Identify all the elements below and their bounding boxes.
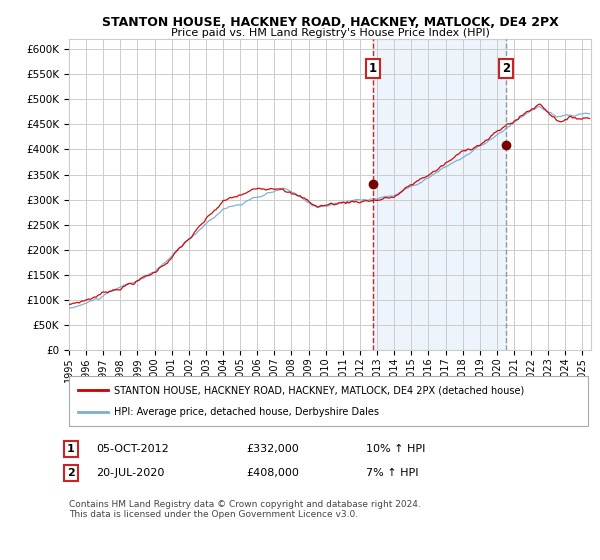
Text: 1: 1 bbox=[67, 444, 74, 454]
Text: 2: 2 bbox=[67, 468, 74, 478]
Bar bbox=[373, 39, 506, 350]
Text: 1: 1 bbox=[369, 62, 377, 75]
Text: 10% ↑ HPI: 10% ↑ HPI bbox=[366, 444, 425, 454]
Text: STANTON HOUSE, HACKNEY ROAD, HACKNEY, MATLOCK, DE4 2PX: STANTON HOUSE, HACKNEY ROAD, HACKNEY, MA… bbox=[101, 16, 559, 29]
Text: 2: 2 bbox=[502, 62, 510, 75]
Text: 7% ↑ HPI: 7% ↑ HPI bbox=[366, 468, 419, 478]
Text: Contains HM Land Registry data © Crown copyright and database right 2024.
This d: Contains HM Land Registry data © Crown c… bbox=[69, 500, 421, 519]
Text: STANTON HOUSE, HACKNEY ROAD, HACKNEY, MATLOCK, DE4 2PX (detached house): STANTON HOUSE, HACKNEY ROAD, HACKNEY, MA… bbox=[114, 385, 524, 395]
Text: £332,000: £332,000 bbox=[246, 444, 299, 454]
Text: 05-OCT-2012: 05-OCT-2012 bbox=[96, 444, 169, 454]
Text: £408,000: £408,000 bbox=[246, 468, 299, 478]
Text: Price paid vs. HM Land Registry's House Price Index (HPI): Price paid vs. HM Land Registry's House … bbox=[170, 28, 490, 38]
Text: 20-JUL-2020: 20-JUL-2020 bbox=[96, 468, 164, 478]
Text: HPI: Average price, detached house, Derbyshire Dales: HPI: Average price, detached house, Derb… bbox=[114, 407, 379, 417]
